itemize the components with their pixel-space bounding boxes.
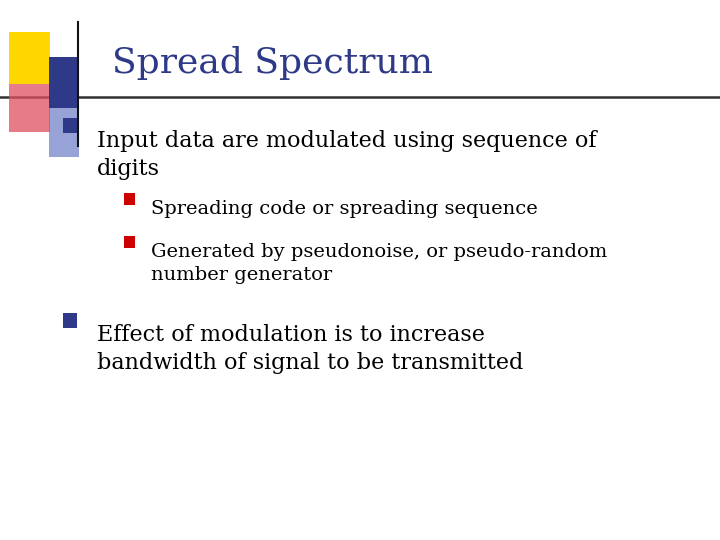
Bar bbox=[124, 236, 135, 248]
Text: Effect of modulation is to increase
bandwidth of signal to be transmitted: Effect of modulation is to increase band… bbox=[97, 324, 523, 374]
Bar bbox=[9, 81, 50, 132]
Bar bbox=[49, 57, 79, 108]
Bar bbox=[63, 313, 77, 328]
Bar bbox=[63, 118, 77, 133]
Text: Spreading code or spreading sequence: Spreading code or spreading sequence bbox=[151, 200, 538, 218]
Text: Spread Spectrum: Spread Spectrum bbox=[112, 46, 433, 80]
Text: Generated by pseudonoise, or pseudo-random
number generator: Generated by pseudonoise, or pseudo-rand… bbox=[151, 243, 608, 284]
Bar bbox=[9, 32, 50, 84]
Text: Input data are modulated using sequence of
digits: Input data are modulated using sequence … bbox=[97, 130, 597, 179]
Bar bbox=[49, 108, 79, 157]
Bar bbox=[124, 193, 135, 205]
